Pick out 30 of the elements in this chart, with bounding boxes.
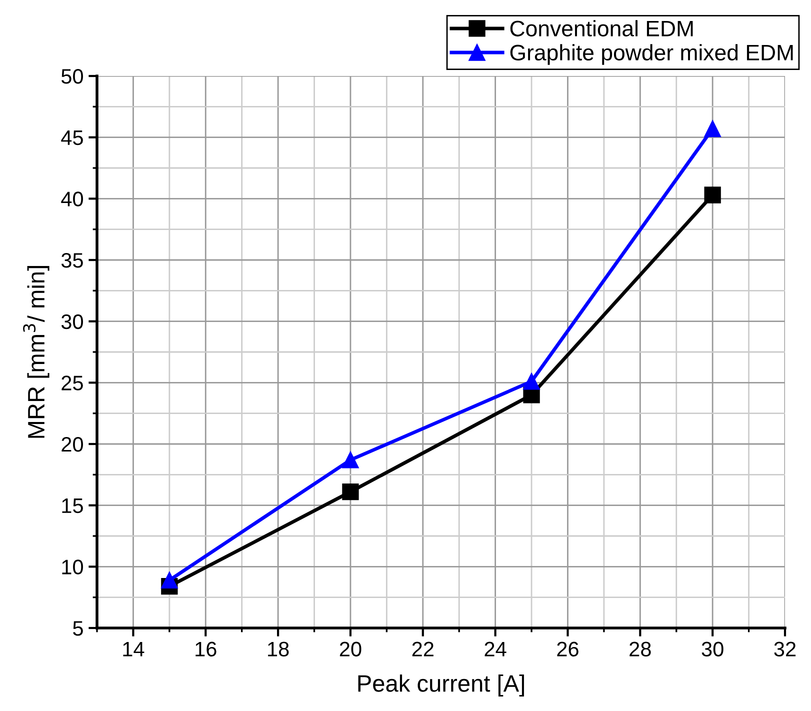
point	[161, 572, 178, 588]
x-tick-label: 30	[702, 642, 724, 656]
point	[342, 484, 359, 500]
point	[342, 452, 359, 468]
y-tick-label: 10	[62, 560, 83, 574]
x-tick-label: 26	[557, 642, 578, 656]
point	[704, 120, 721, 138]
y-tick-label: 15	[62, 498, 83, 514]
x-tick-label: 28	[630, 642, 651, 656]
y-tick-label: 5	[73, 621, 83, 636]
x-tick-label: 20	[340, 642, 362, 656]
y-tick-label: 25	[62, 376, 83, 390]
x-tick-label: 18	[268, 642, 289, 656]
x-axis-title: Peak current [A]	[358, 674, 524, 697]
y-tick-label: 35	[61, 253, 83, 268]
x-tick-label: 22	[412, 642, 434, 656]
legend-label: Graphite powder mixed EDM	[510, 44, 793, 65]
y-tick-label: 30	[61, 314, 83, 330]
y-tick-label: 50	[61, 69, 83, 84]
point	[523, 373, 540, 390]
y-axis-title: MRR [mm$^{3}$/ min]	[23, 266, 50, 438]
y-tick-label: 45	[61, 130, 83, 146]
legend-label: Conventional EDM	[510, 20, 693, 36]
x-tick-label: 24	[484, 642, 506, 656]
y-tick-label: 40	[61, 192, 83, 206]
x-tick-label: 32	[774, 642, 796, 656]
x-tick-label: 14	[123, 642, 144, 656]
y-tick-label: 20	[62, 437, 83, 452]
x-tick-label: 16	[196, 642, 216, 656]
point	[704, 186, 721, 204]
